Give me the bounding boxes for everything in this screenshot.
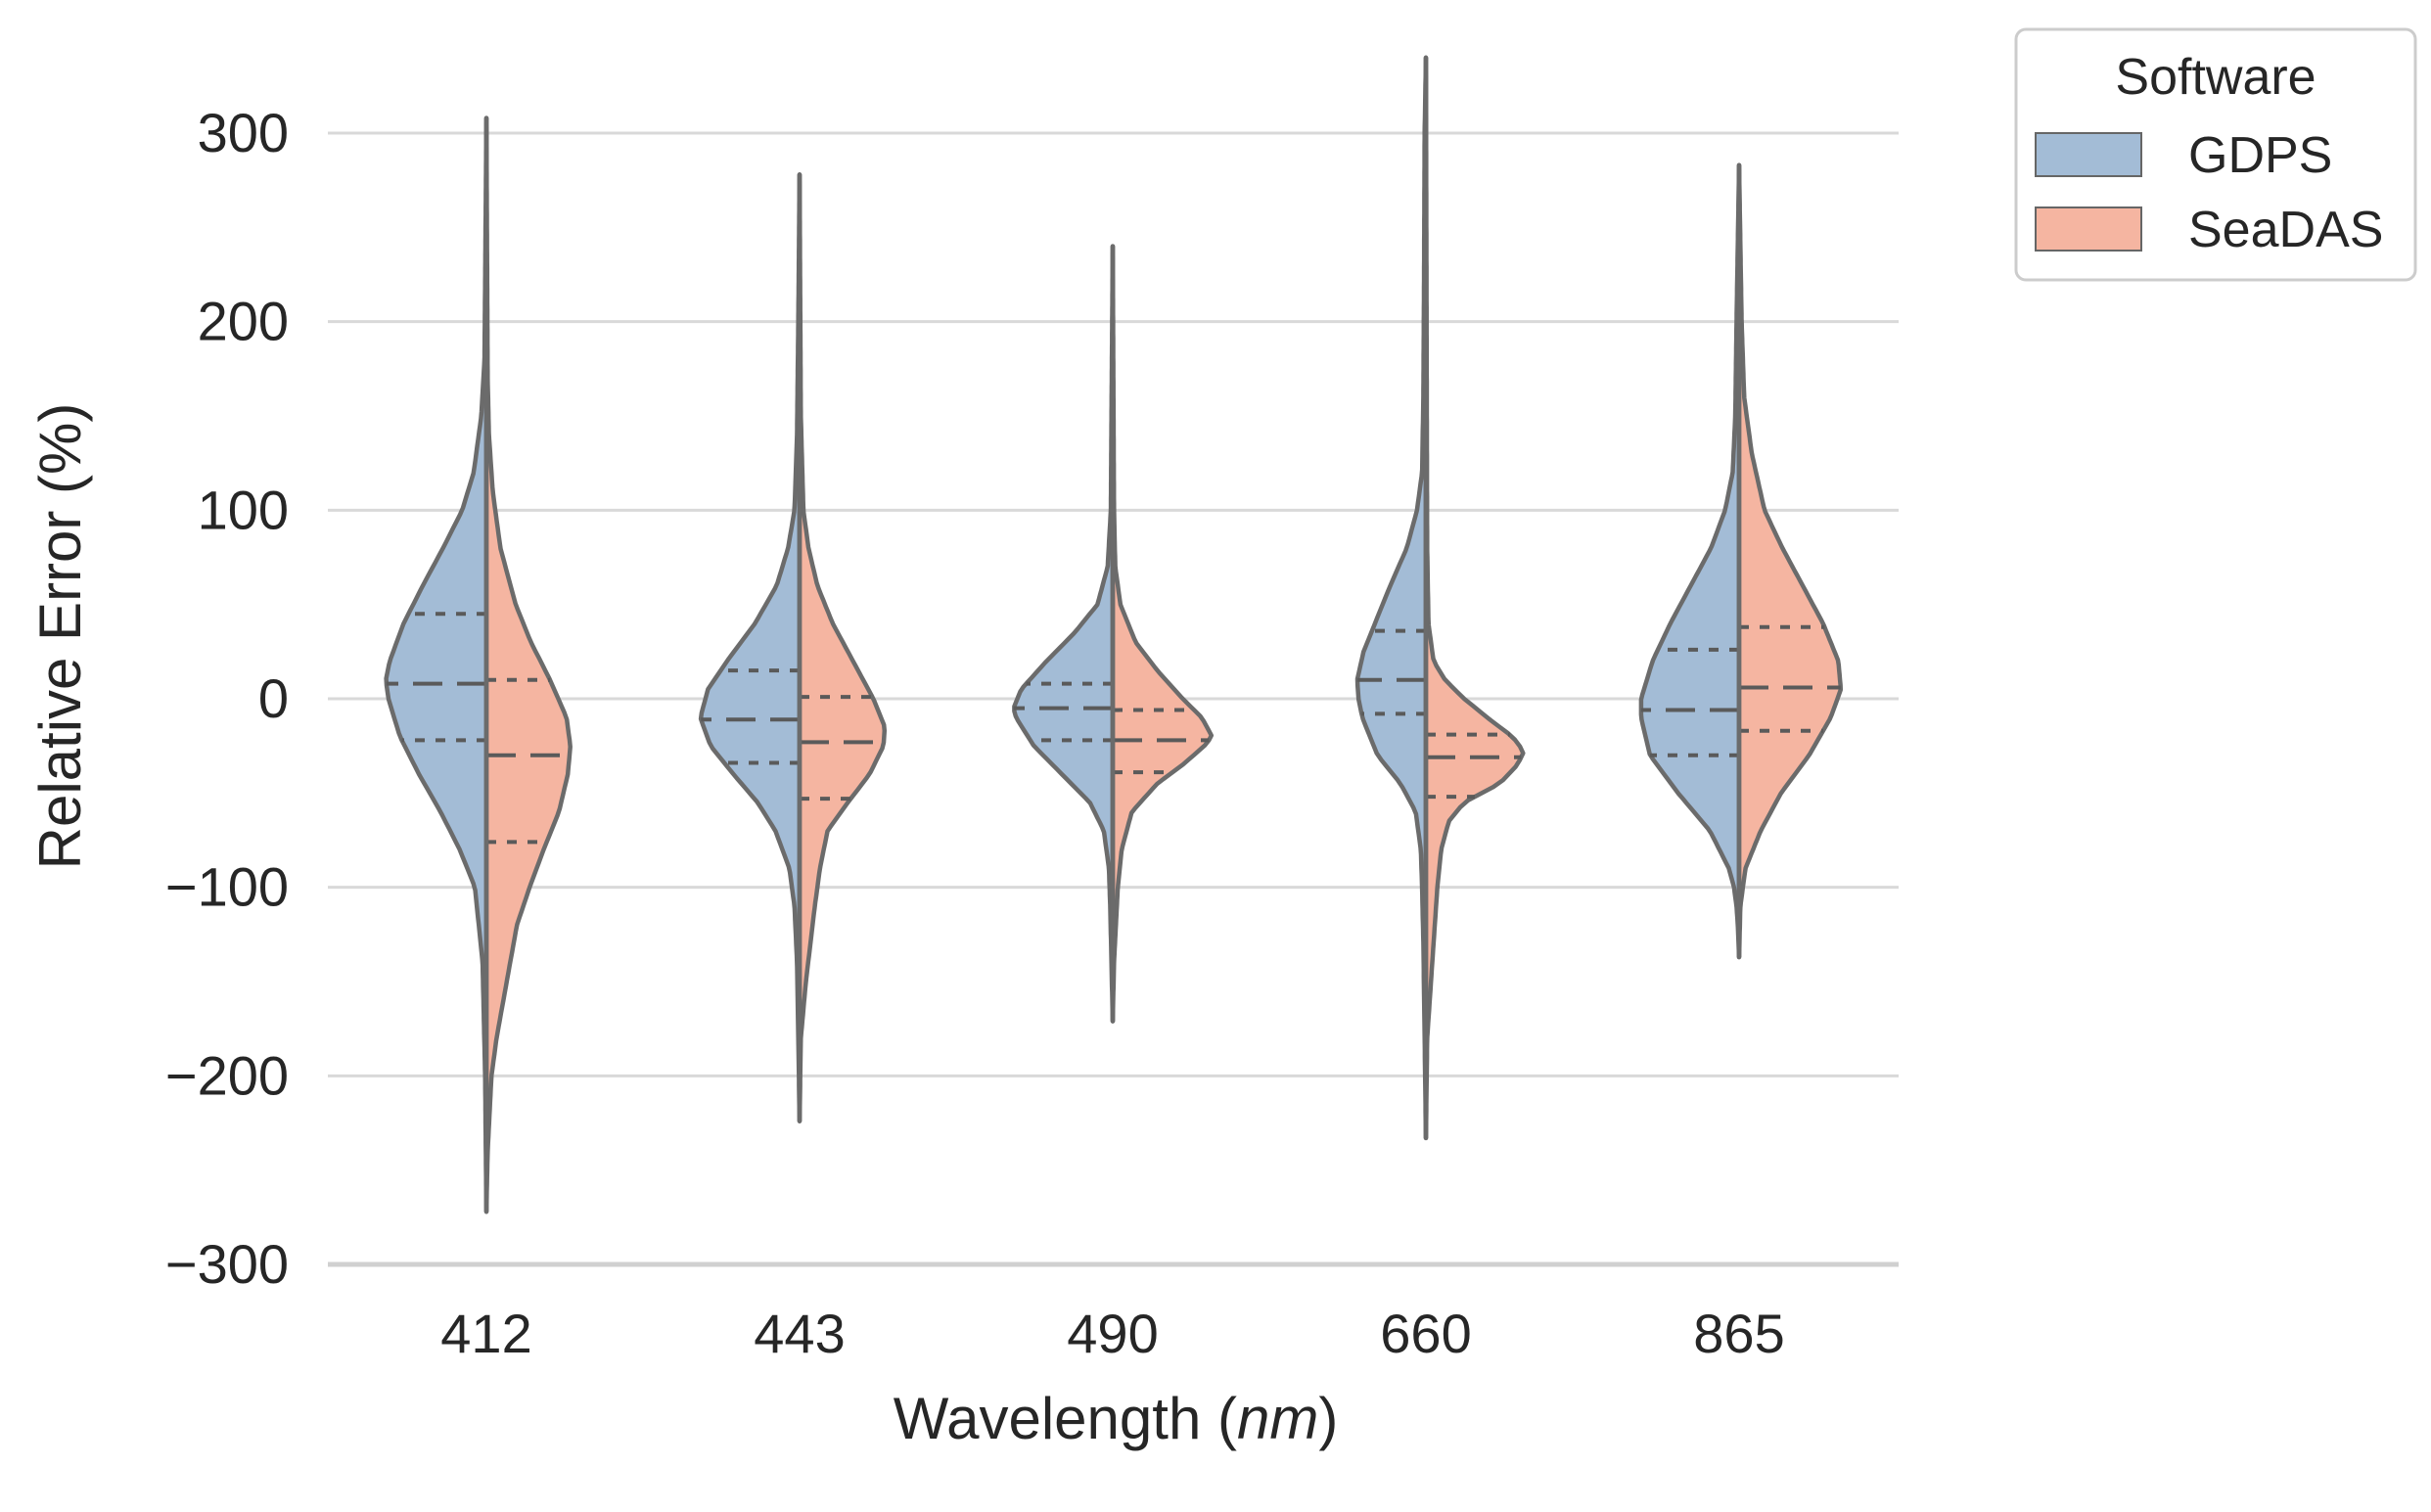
y-tick-label: 200 (198, 291, 289, 352)
legend: Software GDPS SeaDAS (2014, 27, 2417, 282)
x-tick-label: 443 (754, 1303, 845, 1364)
legend-swatch-gdps (2035, 132, 2142, 177)
y-tick-label: 100 (198, 479, 289, 540)
x-tick-label: 490 (1067, 1303, 1158, 1364)
x-axis-title-unit: nm (1237, 1386, 1318, 1451)
x-axis-title-suffix: ) (1318, 1386, 1338, 1451)
x-tick-label: 660 (1380, 1303, 1471, 1364)
x-axis-title-prefix: Wavelength ( (894, 1386, 1237, 1451)
violins (384, 55, 1844, 1214)
legend-label-gdps: GDPS (2188, 127, 2332, 184)
y-tick-label: −100 (165, 856, 289, 918)
gridlines: 300 200 100 0 −100 −200 −300 (165, 102, 1899, 1295)
x-tick-label: 412 (440, 1303, 531, 1364)
y-tick-label: 300 (198, 102, 289, 163)
y-tick-label: −200 (165, 1044, 289, 1106)
legend-title: Software (2115, 49, 2316, 106)
x-axis-title: Wavelength (nm) (894, 1386, 1339, 1451)
y-tick-label: 0 (258, 667, 289, 729)
axes: 412 443 490 660 865 (328, 1261, 1899, 1364)
x-tick-label: 865 (1693, 1303, 1784, 1364)
y-tick-label: −300 (165, 1233, 289, 1295)
legend-swatch-seadas (2035, 206, 2142, 252)
y-axis-title: Relative Error (%) (27, 403, 93, 870)
legend-label-seadas: SeaDAS (2188, 202, 2383, 258)
